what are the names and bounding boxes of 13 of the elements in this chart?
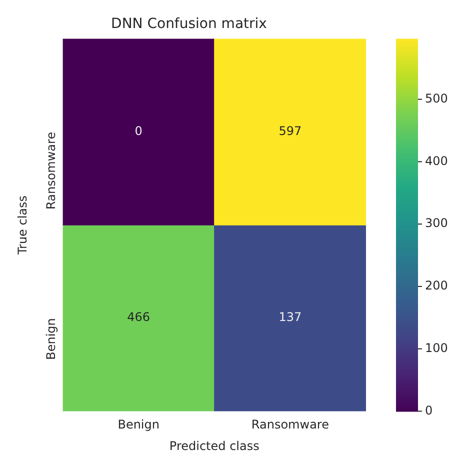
color-bar-label: 200: [425, 278, 448, 293]
data-label: 0: [134, 124, 142, 138]
data-label: 466: [127, 310, 150, 324]
x-axis-title: Predicted class: [169, 438, 260, 453]
color-bar-label: 300: [425, 216, 448, 230]
color-bar-label: 400: [425, 154, 448, 168]
color-bar-label: 0: [425, 403, 433, 418]
data-label: 597: [278, 124, 302, 138]
y-axis-title: True class: [15, 195, 30, 256]
chart-title: DNN Confusion matrix: [111, 16, 267, 32]
color-bar-label: 100: [425, 340, 448, 355]
data-label: 137: [278, 310, 302, 324]
color-bar-label: 500: [425, 91, 448, 106]
